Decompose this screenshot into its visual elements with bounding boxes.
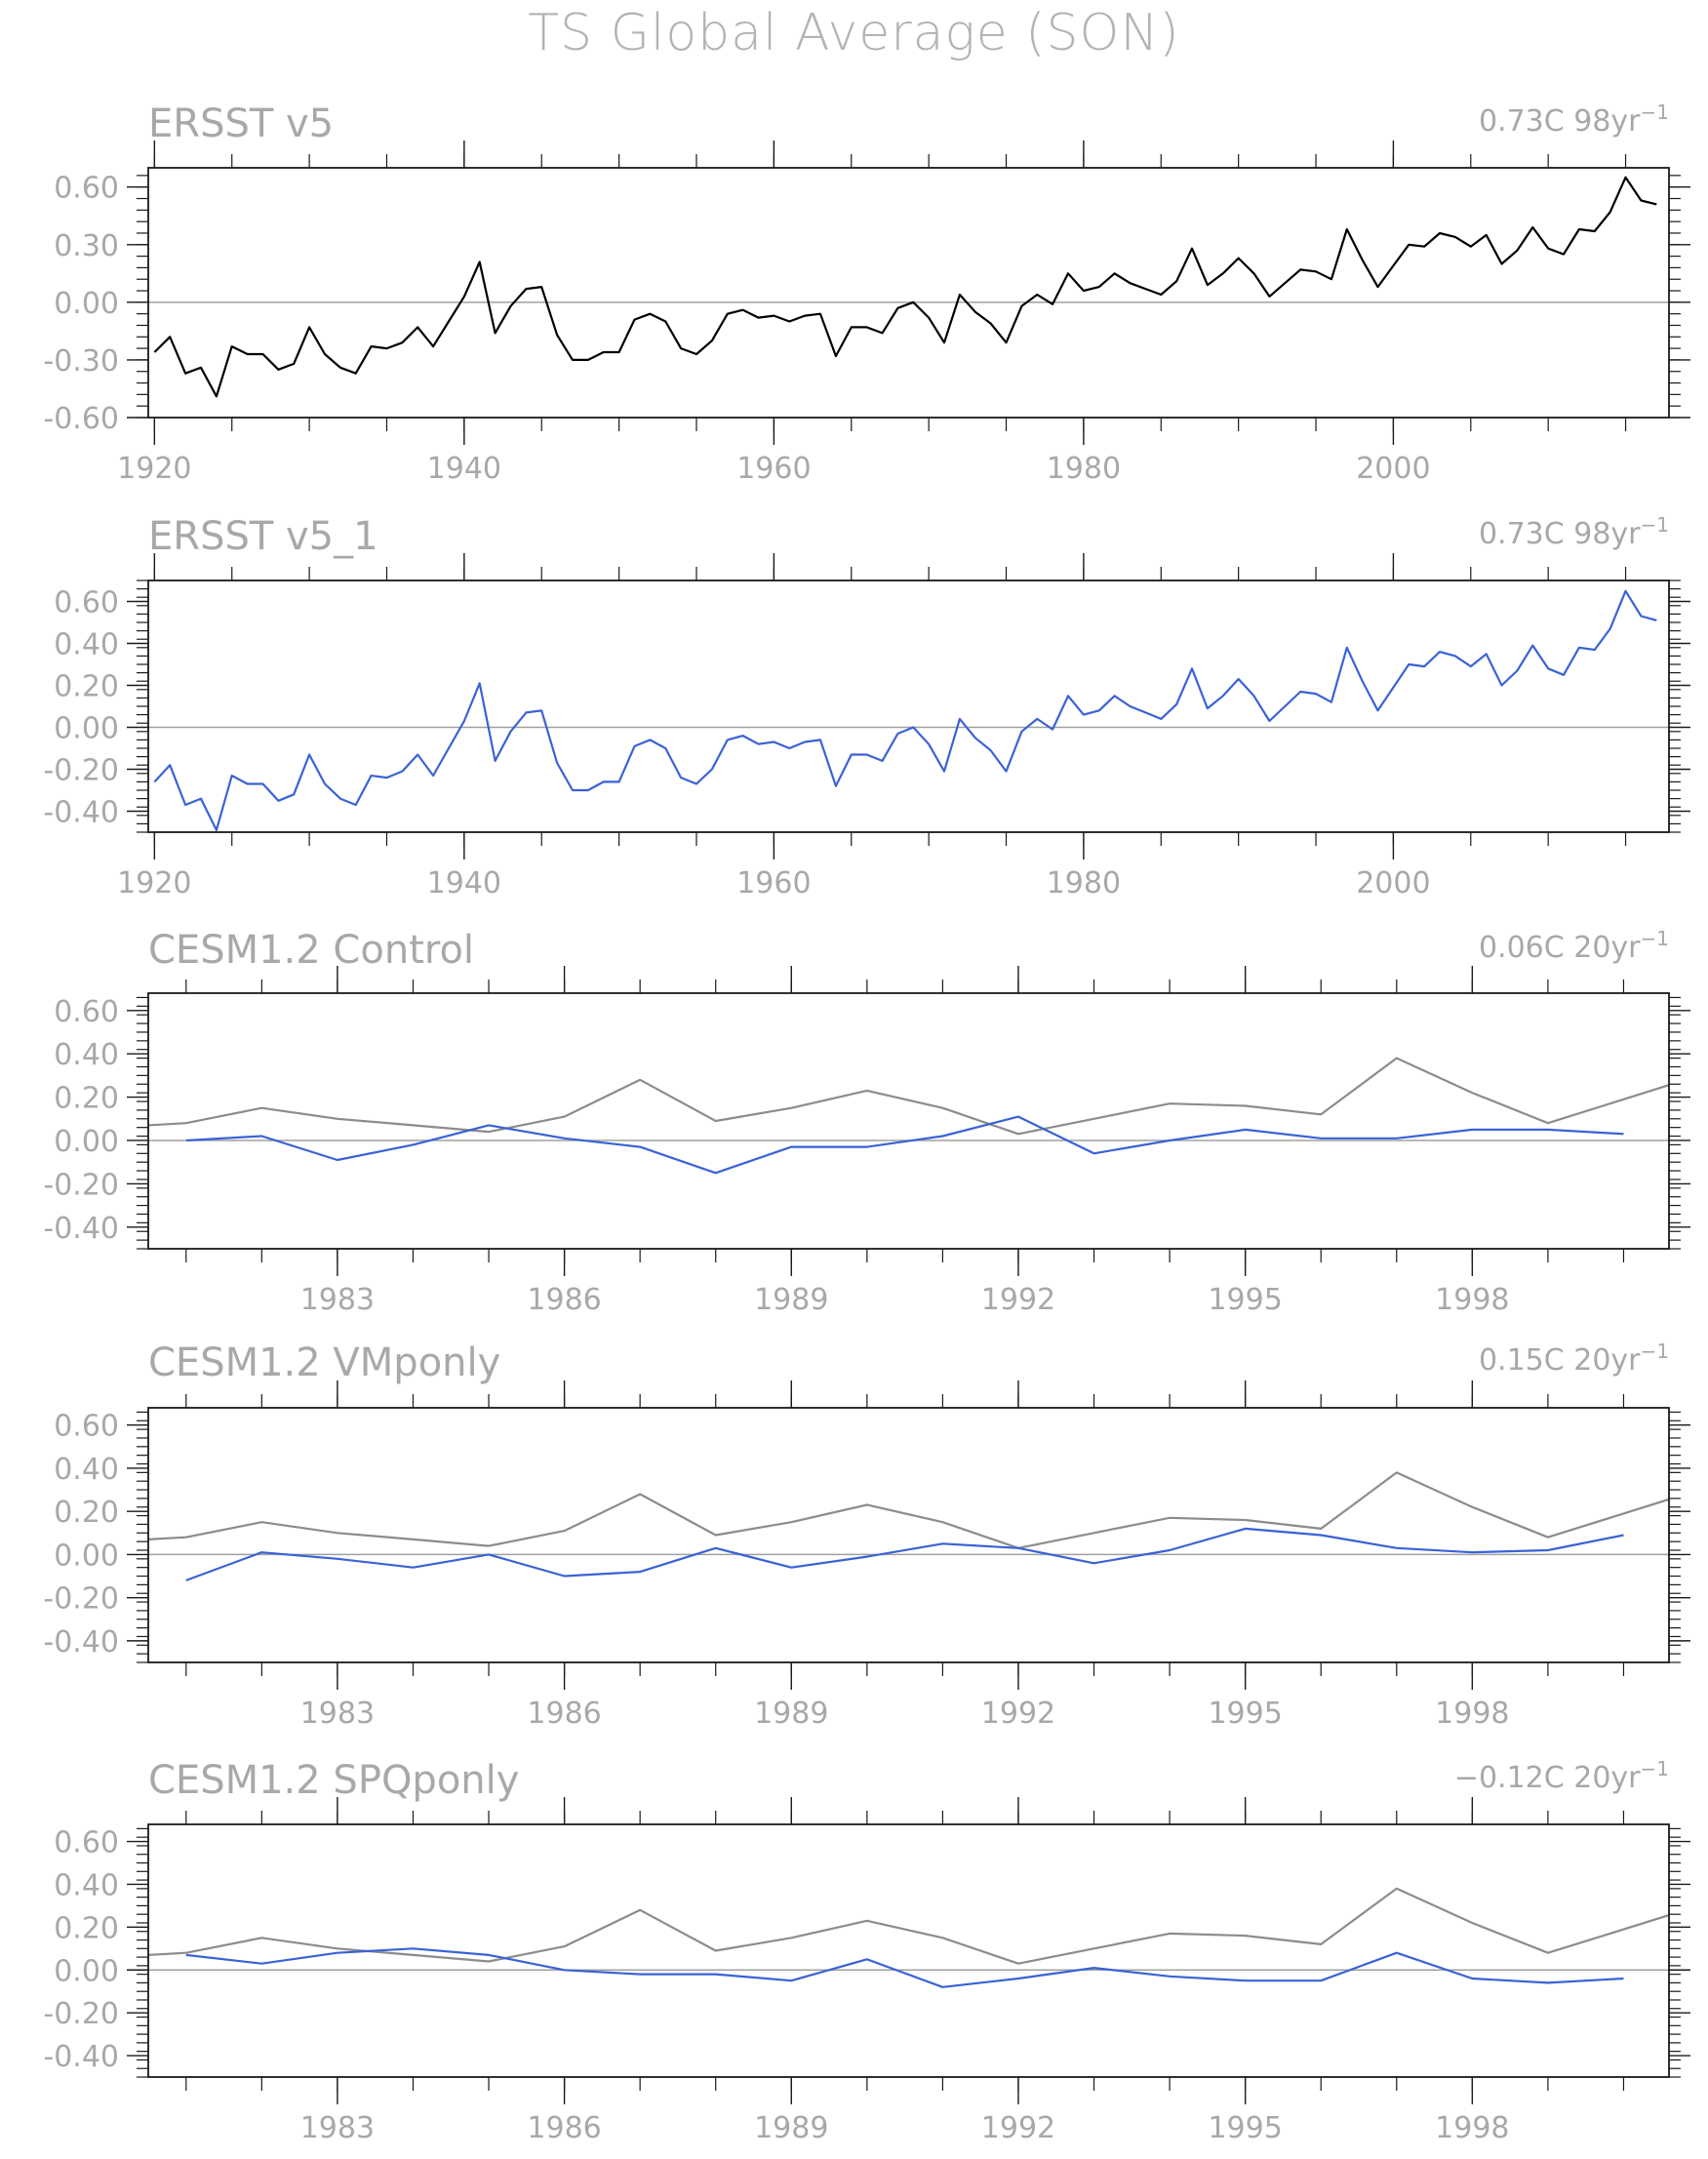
chart-panel-4: CESM1.2 VMponly 0.15C 20yr−1 0.60 0.40 0.20 0… [43, 1339, 1690, 1731]
y-tick-label: 0.20 [54, 1496, 119, 1530]
x-tick-label: 1989 [754, 1283, 828, 1317]
x-tick-label: 1992 [981, 1283, 1055, 1317]
series-line [185, 1115, 1624, 1175]
x-tick-label: 1998 [1435, 1283, 1509, 1317]
y-tick-label: -0.20 [43, 754, 119, 788]
x-tick-label: 1998 [1435, 2111, 1509, 2145]
plot-frame [147, 167, 1670, 419]
panel-title: CESM1.2 Control [148, 928, 474, 973]
chart-panel-1: ERSST v5 0.73C 98yr−1 0.60 0.30 0.00 -0.30 -0.… [43, 100, 1690, 486]
x-tick-label: 1960 [736, 452, 811, 486]
y-tick-label: 0.40 [54, 628, 119, 662]
trend-label: 0.06C 20yr−1 [1479, 927, 1669, 965]
x-tick-label: 1920 [117, 452, 191, 486]
x-tick-label: 1992 [981, 2111, 1055, 2145]
chart-panel-2: ERSST v5_1 0.73C 98yr−1 0.60 0.40 0.20 0.00 -0… [43, 513, 1690, 900]
x-tick-label: 1995 [1208, 1697, 1282, 1731]
y-tick-label: 0.00 [54, 1539, 119, 1573]
y-tick-label: 0.60 [54, 586, 119, 620]
series-line [185, 1527, 1624, 1581]
y-tick-label: -0.40 [43, 1212, 119, 1246]
x-tick-label: 1995 [1208, 1283, 1282, 1317]
panel-title: CESM1.2 SPQponly [148, 1758, 519, 1803]
series-line [185, 1947, 1624, 1988]
x-tick-label: 1983 [300, 1283, 375, 1317]
x-tick-label: 1940 [427, 866, 501, 900]
panel-title: ERSST v5_1 [148, 514, 378, 559]
plot-frame [147, 1407, 1670, 1663]
x-tick-label: 2000 [1356, 452, 1430, 486]
y-tick-label: -0.20 [43, 1168, 119, 1202]
y-tick-label: 0.60 [54, 995, 119, 1029]
y-tick-label: 0.00 [54, 1125, 119, 1159]
x-tick-label: 1980 [1047, 452, 1121, 486]
page-title: TS Global Average (SON) [528, 4, 1180, 62]
series-line [153, 589, 1657, 832]
x-tick-label: 1989 [754, 2111, 828, 2145]
y-tick-label: 0.60 [54, 172, 119, 206]
y-tick-label: 0.20 [54, 670, 119, 704]
x-tick-label: 1980 [1047, 866, 1121, 900]
y-tick-label: 0.20 [54, 1911, 119, 1945]
series-line [153, 176, 1657, 398]
plot-frame [147, 580, 1670, 833]
y-tick-label: -0.40 [43, 2040, 119, 2074]
plot-frame [147, 992, 1670, 1250]
x-tick-label: 1986 [527, 2111, 601, 2145]
y-tick-label: 0.40 [54, 1868, 119, 1902]
x-tick-label: 1983 [300, 2111, 375, 2145]
y-tick-label: -0.40 [43, 1625, 119, 1659]
x-tick-label: 1920 [117, 866, 191, 900]
x-tick-label: 1983 [300, 1697, 375, 1731]
x-tick-label: 1960 [736, 866, 811, 900]
trend-label: 0.73C 98yr−1 [1479, 513, 1669, 551]
y-tick-label: 0.00 [54, 712, 119, 746]
panel-title: CESM1.2 VMponly [148, 1340, 500, 1385]
y-tick-label: 0.20 [54, 1082, 119, 1116]
y-tick-label: -0.30 [43, 344, 119, 379]
x-tick-label: 1986 [527, 1697, 601, 1731]
y-tick-label: -0.20 [43, 1582, 119, 1617]
panel-title: ERSST v5 [148, 101, 334, 146]
trend-label: 0.73C 98yr−1 [1479, 100, 1669, 139]
x-tick-label: 1998 [1435, 1697, 1509, 1731]
reference-series-line [148, 1057, 1669, 1136]
y-tick-label: 0.00 [54, 1954, 119, 1988]
x-tick-label: 1940 [427, 452, 501, 486]
x-tick-label: 1995 [1208, 2111, 1282, 2145]
y-tick-label: 0.00 [54, 287, 119, 321]
reference-series-line [148, 1471, 1669, 1549]
chart-panel-3: CESM1.2 Control 0.06C 20yr−1 0.60 0.40 0.20 0… [43, 927, 1690, 1317]
x-tick-label: 1992 [981, 1697, 1055, 1731]
y-tick-label: 0.60 [54, 1410, 119, 1444]
y-tick-label: 0.40 [54, 1038, 119, 1072]
trend-label: −0.12C 20yr−1 [1454, 1757, 1669, 1795]
x-tick-label: 1986 [527, 1283, 601, 1317]
plot-frame [147, 1823, 1670, 2078]
y-tick-label: -0.40 [43, 796, 119, 830]
y-tick-label: -0.60 [43, 402, 119, 436]
y-tick-label: 0.60 [54, 1826, 119, 1860]
trend-label: 0.15C 20yr−1 [1479, 1339, 1669, 1378]
x-tick-label: 1989 [754, 1697, 828, 1731]
y-tick-label: -0.20 [43, 1997, 119, 2031]
y-tick-label: 0.40 [54, 1453, 119, 1487]
x-tick-label: 2000 [1356, 866, 1430, 900]
chart-panel-5: CESM1.2 SPQponly −0.12C 20yr−1 0.60 0.40 0.2… [43, 1757, 1690, 2145]
y-tick-label: 0.30 [54, 229, 119, 263]
